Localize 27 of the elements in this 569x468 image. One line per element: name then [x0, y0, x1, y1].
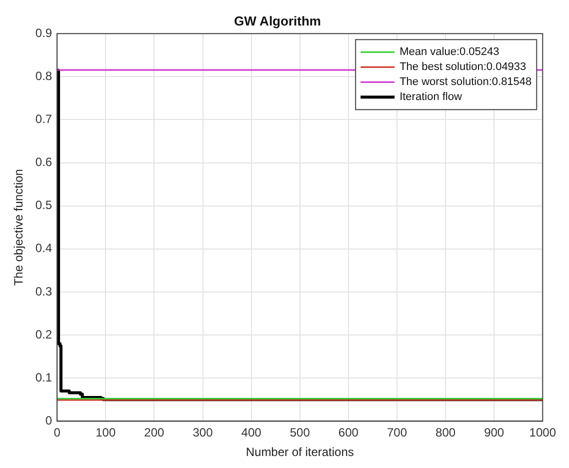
x-tick-label: 500 [290, 426, 310, 440]
y-tick-label: 0.6 [35, 155, 52, 170]
y-tick-label: 0.8 [35, 68, 52, 83]
y-tick-label: 0 [45, 414, 52, 428]
chart-title: GW Algorithm [234, 13, 321, 28]
y-axis-title: The objective function [12, 169, 26, 286]
legend-label: The worst solution:0.81548 [400, 76, 532, 88]
x-tick-label: 800 [436, 426, 456, 440]
legend-label: Iteration flow [400, 91, 462, 104]
x-tick-label: 700 [386, 426, 408, 440]
x-tick-label: 400 [241, 426, 262, 440]
y-tick-label: 0.1 [35, 370, 52, 384]
x-tick-label: 900 [484, 426, 504, 440]
legend-label: Mean value:0.05243 [400, 46, 500, 58]
x-tick-label: 600 [338, 426, 359, 440]
x-tick-label: 200 [144, 426, 165, 440]
y-tick-label: 0.3 [35, 284, 52, 298]
x-tick-label: 1000 [529, 426, 556, 440]
x-tick-label: 100 [96, 426, 116, 440]
legend-label: The best solution:0.04933 [400, 61, 526, 74]
y-tick-label: 0.4 [35, 241, 52, 256]
y-tick-label: 0.7 [35, 112, 52, 126]
y-tick-label: 0.9 [35, 26, 52, 40]
x-tick-label: 300 [192, 426, 214, 440]
y-tick-label: 0.5 [35, 198, 52, 212]
y-tick-label: 0.2 [35, 327, 52, 342]
x-axis-title: Number of iterations [246, 445, 354, 460]
